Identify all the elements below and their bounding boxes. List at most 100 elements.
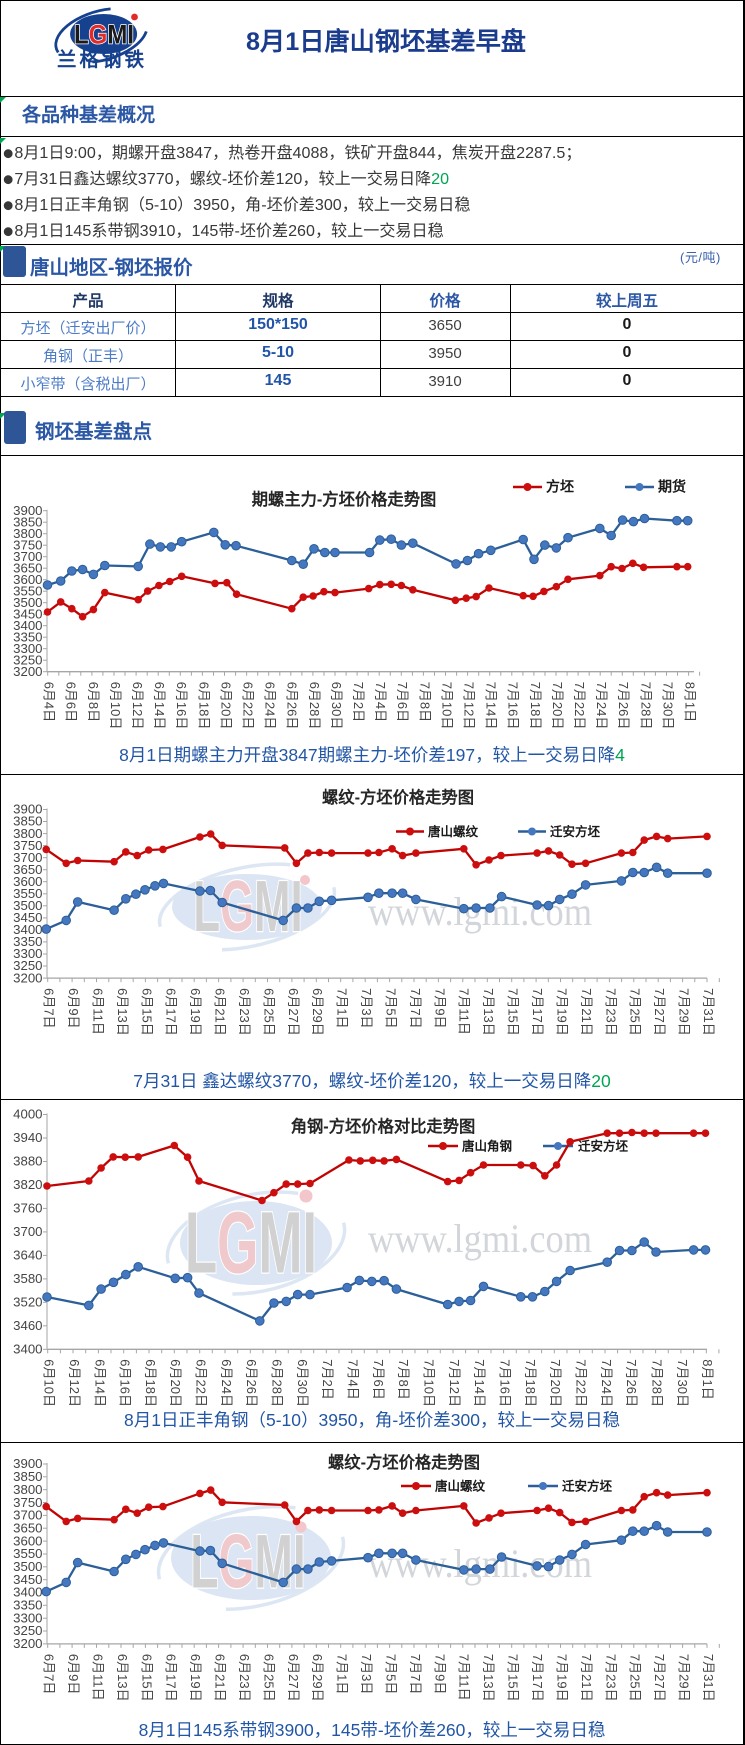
svg-text:3200: 3200	[13, 1636, 42, 1651]
svg-text:3600: 3600	[13, 1533, 42, 1548]
svg-text:3640: 3640	[13, 1248, 42, 1263]
svg-text:7月8日: 7月8日	[396, 1359, 411, 1399]
svg-text:6月16日: 6月16日	[118, 1359, 133, 1407]
svg-text:6月27日: 6月27日	[286, 988, 301, 1036]
svg-text:6月15日: 6月15日	[139, 988, 154, 1036]
svg-text:7月31日: 7月31日	[701, 988, 716, 1036]
svg-text:8月1日: 8月1日	[700, 1359, 715, 1399]
svg-text:3500: 3500	[13, 595, 42, 610]
svg-text:3580: 3580	[13, 1271, 42, 1286]
svg-text:3700: 3700	[13, 549, 42, 564]
svg-text:7月25日: 7月25日	[628, 1654, 643, 1702]
svg-text:6月19日: 6月19日	[188, 988, 203, 1036]
svg-text:3350: 3350	[13, 934, 42, 949]
svg-text:6月14日: 6月14日	[92, 1359, 107, 1407]
svg-text:7月11日: 7月11日	[457, 1654, 472, 1701]
svg-text:7月6日: 7月6日	[395, 682, 410, 722]
svg-text:3200: 3200	[13, 970, 42, 985]
svg-text:7月26日: 7月26日	[624, 1359, 639, 1407]
svg-text:3820: 3820	[13, 1177, 42, 1192]
svg-text:6月13日: 6月13日	[115, 988, 130, 1036]
svg-text:6月26日: 6月26日	[285, 682, 300, 730]
svg-text:8月1日期螺主力开盘3847期螺主力-坯价差197，较上一交: 8月1日期螺主力开盘3847期螺主力-坯价差197，较上一交易日降4	[119, 745, 625, 765]
svg-text:7月22日: 7月22日	[572, 682, 587, 730]
svg-text:LGMI: LGMI	[185, 1194, 317, 1292]
svg-text:7月22日: 7月22日	[574, 1359, 589, 1407]
svg-text:3550: 3550	[13, 583, 42, 598]
svg-text:3650: 3650	[13, 1521, 42, 1536]
svg-text:期螺主力-方坯价格走势图: 期螺主力-方坯价格走势图	[252, 490, 437, 509]
svg-text:3300: 3300	[13, 641, 42, 656]
svg-text:3800: 3800	[13, 526, 42, 541]
svg-text:3400: 3400	[13, 1342, 42, 1357]
svg-text:6月7日: 6月7日	[42, 1654, 57, 1694]
svg-text:3520: 3520	[13, 1295, 42, 1310]
svg-text:6月25日: 6月25日	[261, 988, 276, 1036]
svg-text:3600: 3600	[13, 874, 42, 889]
svg-text:3350: 3350	[13, 629, 42, 644]
svg-text:6月23日: 6月23日	[237, 988, 252, 1036]
svg-text:6月23日: 6月23日	[237, 1654, 252, 1702]
svg-text:7月2日: 7月2日	[351, 682, 366, 722]
svg-text:3450: 3450	[13, 606, 42, 621]
svg-text:8月1日: 8月1日	[683, 682, 698, 722]
svg-text:7月27日: 7月27日	[652, 988, 667, 1036]
svg-text:6月28日: 6月28日	[307, 682, 322, 730]
svg-text:www.lgmi.com: www.lgmi.com	[368, 1216, 592, 1261]
svg-text:6月22日: 6月22日	[194, 1359, 209, 1407]
svg-text:7月4日: 7月4日	[373, 682, 388, 722]
svg-text:7月31日 鑫达螺纹3770，螺纹-坯价差120，较上一交易: 7月31日 鑫达螺纹3770，螺纹-坯价差120，较上一交易日降20	[133, 1071, 611, 1091]
svg-text:3650: 3650	[13, 560, 42, 575]
svg-text:6月9日: 6月9日	[66, 1654, 81, 1694]
svg-text:6月6日: 6月6日	[64, 682, 79, 722]
svg-text:6月7日: 6月7日	[42, 988, 57, 1028]
svg-text:3900: 3900	[13, 1456, 42, 1471]
svg-text:6月9日: 6月9日	[66, 988, 81, 1028]
svg-text:角钢-方坯价格对比走势图: 角钢-方坯价格对比走势图	[291, 1117, 476, 1136]
svg-text:7月18日: 7月18日	[528, 682, 543, 730]
svg-text:7月16日: 7月16日	[498, 1359, 513, 1407]
svg-text:6月16日: 6月16日	[174, 682, 189, 730]
svg-text:3900: 3900	[13, 503, 42, 518]
svg-text:7月24日: 7月24日	[594, 682, 609, 730]
svg-text:6月11日: 6月11日	[90, 988, 105, 1035]
svg-text:3760: 3760	[13, 1201, 42, 1216]
svg-text:3300: 3300	[13, 946, 42, 961]
svg-text:4000: 4000	[13, 1107, 42, 1122]
svg-text:6月10日: 6月10日	[42, 1359, 57, 1407]
svg-text:7月12日: 7月12日	[447, 1359, 462, 1407]
svg-text:7月20日: 7月20日	[550, 682, 565, 730]
svg-text:6月29日: 6月29日	[310, 988, 325, 1036]
svg-text:6月28日: 6月28日	[270, 1359, 285, 1407]
svg-text:3250: 3250	[13, 652, 42, 667]
svg-text:6月15日: 6月15日	[139, 1654, 154, 1702]
svg-text:迁安方坯: 迁安方坯	[562, 1479, 613, 1494]
svg-text:7月26日: 7月26日	[616, 682, 631, 730]
svg-text:7月4日: 7月4日	[346, 1359, 361, 1399]
svg-text:7月28日: 7月28日	[638, 682, 653, 730]
svg-text:7月29日: 7月29日	[677, 988, 692, 1036]
svg-text:3850: 3850	[13, 814, 42, 829]
svg-text:6月26日: 6月26日	[244, 1359, 259, 1407]
svg-text:6月21日: 6月21日	[213, 988, 228, 1036]
svg-text:兰格钢铁: 兰格钢铁	[57, 48, 147, 71]
svg-text:7月10日: 7月10日	[422, 1359, 437, 1407]
svg-text:3500: 3500	[13, 898, 42, 913]
svg-text:7月5日: 7月5日	[384, 988, 399, 1028]
svg-text:7月18日: 7月18日	[523, 1359, 538, 1407]
svg-text:7月17日: 7月17日	[530, 1654, 545, 1702]
svg-text:7月29日: 7月29日	[677, 1654, 692, 1702]
svg-text:7月30日: 7月30日	[660, 682, 675, 730]
svg-text:7月14日: 7月14日	[472, 1359, 487, 1407]
svg-text:6月11日: 6月11日	[90, 1654, 105, 1701]
svg-text:7月19日: 7月19日	[554, 988, 569, 1036]
svg-text:8月1日145系带钢3900，145带-坯价差260，较上一: 8月1日145系带钢3900，145带-坯价差260，较上一交易日稳	[139, 1720, 606, 1740]
svg-text:3850: 3850	[13, 514, 42, 529]
svg-text:唐山角钢: 唐山角钢	[462, 1139, 512, 1154]
svg-text:螺纹-方坯价格走势图: 螺纹-方坯价格走势图	[322, 788, 474, 807]
svg-text:7月15日: 7月15日	[506, 988, 521, 1036]
svg-text:7月6日: 7月6日	[371, 1359, 386, 1399]
svg-text:7月7日: 7月7日	[408, 988, 423, 1028]
svg-text:3900: 3900	[13, 802, 42, 817]
svg-text:7月20日: 7月20日	[548, 1359, 563, 1407]
